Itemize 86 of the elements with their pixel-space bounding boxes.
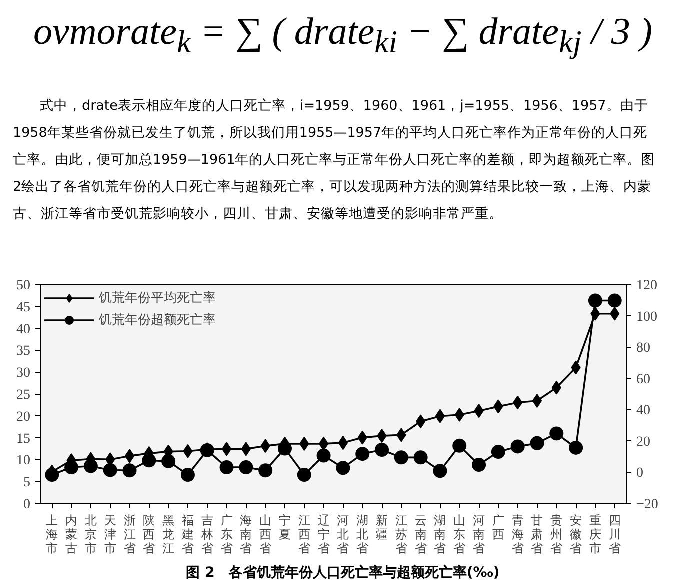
- text: 图 2 各省饥荒年份人口死亡率与超额死亡率(‰): [185, 564, 501, 583]
- x-tick-label: 宁夏: [278, 514, 291, 542]
- point: [180, 468, 195, 482]
- x-tick-label: 天津市: [104, 514, 116, 556]
- point: [241, 442, 252, 456]
- x-tick-label: 上海市: [46, 514, 58, 556]
- y2-tick-label: 60: [636, 372, 650, 388]
- legend-label: 饥荒年份超额死亡率: [99, 312, 216, 329]
- x-tick-label: 广东省: [220, 514, 233, 556]
- x-tick-label: 山西省: [260, 514, 272, 556]
- point: [491, 445, 506, 460]
- point: [510, 440, 525, 454]
- point: [220, 460, 234, 475]
- text: 式中，drate表示相应年度的人口死亡率，i=1959、1960、1961，j=1955、1956、1957。由于1958年某些省份就已发生了饥荒，所以我们用1955—1957年的平均人口死亡率作为正常年份的人口死亡率。由此，便可加总1959—1961年的人口死亡率与正常年份人口死亡率的差额，即为超额死亡率。图2绘出了各省饥荒年份的人口死亡率与超额死亡率，可以发现两种方法的测算结果比较一致，上海、内蒙古、浙江等省市受饥荒影响较小，四川、甘肃、安徽等地遭受的影响非常严重。: [12, 97, 656, 224]
- x-tick-label: 陕西省: [143, 514, 156, 556]
- y2-tick-label: 120: [636, 278, 658, 294]
- x-tick-label: 新疆: [376, 514, 388, 542]
- point: [550, 426, 564, 441]
- x-tick-label: 广西: [492, 514, 504, 542]
- x-tick-label: 北京市: [84, 514, 97, 556]
- point: [297, 468, 312, 482]
- point: [394, 450, 408, 465]
- y-tick-label: 0: [24, 498, 30, 512]
- x-tick-label: 甘肃省: [531, 514, 544, 556]
- x-tick-label: 山东省: [454, 514, 466, 556]
- point: [162, 454, 176, 468]
- point: [122, 464, 137, 478]
- point: [532, 394, 542, 408]
- point: [530, 436, 544, 450]
- point: [258, 464, 273, 478]
- y-tick-label: 45: [16, 300, 30, 316]
- x-tick-label: 辽宁省: [318, 514, 330, 556]
- point: [316, 448, 331, 463]
- point: [124, 449, 135, 464]
- point: [588, 294, 602, 308]
- x-tick-label: 四川省: [608, 514, 621, 556]
- point: [318, 436, 329, 451]
- point: [433, 464, 448, 478]
- x-tick-label: 云南省: [414, 514, 427, 556]
- y2-tick-label: 100: [636, 310, 658, 325]
- point: [375, 443, 390, 457]
- x-tick-label: 黑龙江: [162, 514, 175, 556]
- x-tick-label: 青海省: [512, 514, 524, 556]
- x-tick-label: 湖南省: [434, 514, 446, 556]
- y2-tick-label: −20: [636, 498, 658, 512]
- x-tick-label: 江西省: [298, 514, 310, 556]
- point: [222, 442, 232, 456]
- y-tick-label: 35: [16, 344, 30, 360]
- x-tick-label: 贵州省: [550, 514, 563, 556]
- legend-label: 饥荒年份平均死亡率: [99, 290, 216, 307]
- x-tick-label: 河北省: [337, 514, 350, 556]
- y-tick-label: 40: [16, 322, 30, 338]
- y-tick-label: 5: [24, 476, 30, 491]
- point: [336, 461, 350, 476]
- y2-tick-label: 20: [636, 434, 650, 450]
- x-tick-label: 河南省: [473, 514, 486, 556]
- x-tick-label: 海南省: [240, 514, 252, 556]
- y-tick-label: 15: [16, 432, 30, 447]
- point: [452, 438, 467, 453]
- point: [569, 440, 584, 455]
- x-tick-label: 福建省: [180, 514, 194, 556]
- y2-tick-label: 40: [636, 404, 650, 419]
- point: [414, 450, 428, 465]
- y2-tick-label: 0: [636, 466, 644, 482]
- point: [416, 414, 426, 429]
- x-tick-label: 浙江省: [124, 514, 136, 556]
- point: [239, 460, 254, 475]
- x-tick-label: 江苏省: [395, 514, 408, 556]
- x-tick-label: 重庆市: [589, 514, 602, 556]
- x-tick-label: 湖北省: [356, 514, 369, 556]
- x-tick-label: 吉林省: [200, 514, 214, 556]
- point: [472, 458, 486, 472]
- y-tick-label: 30: [16, 366, 30, 382]
- x-tick-label: 安徽省: [570, 514, 582, 556]
- x-tick-label: 内蒙古: [66, 514, 78, 556]
- point: [103, 463, 118, 478]
- text: ovmorate$_{k}$ = ∑ ( drate$_{ki}$ − ∑ drate$_{kj}$ / 3 ): [32, 10, 654, 62]
- point: [338, 436, 348, 450]
- point: [435, 409, 446, 424]
- y-tick-label: 25: [16, 388, 30, 403]
- y-tick-label: 10: [16, 454, 30, 469]
- y-tick-label: 20: [16, 410, 30, 425]
- y-tick-label: 50: [16, 278, 30, 294]
- point: [356, 447, 370, 462]
- y2-tick-label: 80: [636, 341, 650, 356]
- point: [608, 294, 622, 308]
